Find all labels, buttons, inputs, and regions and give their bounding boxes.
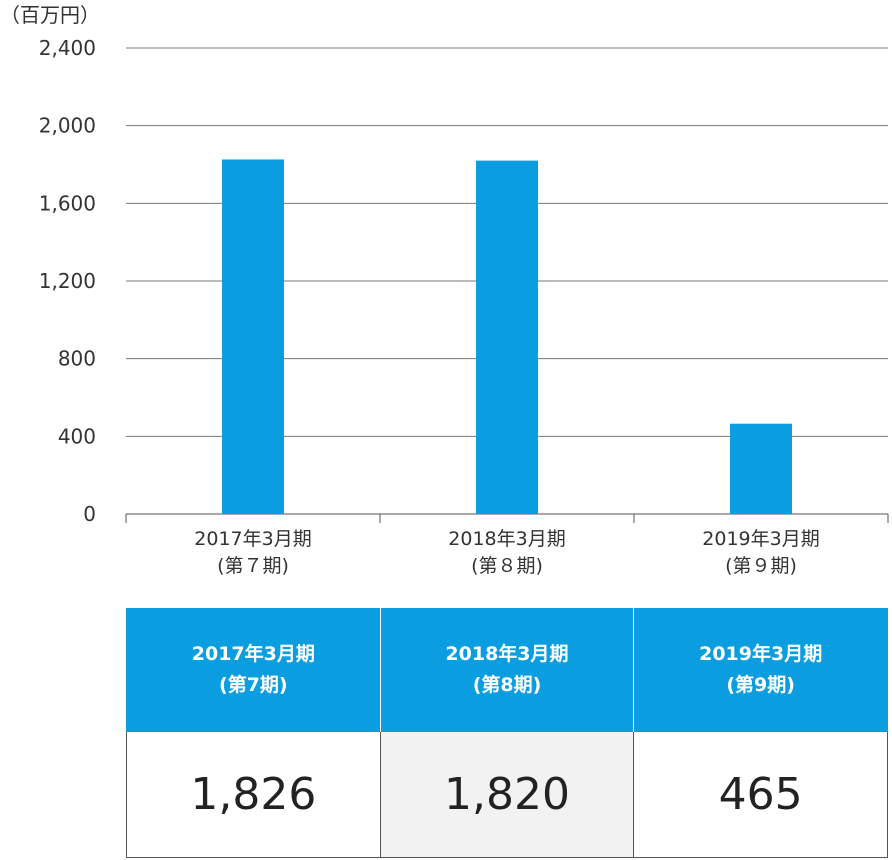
header-term-label: (第7期) — [219, 674, 288, 696]
header-term-label: (第9期) — [726, 674, 795, 696]
x-tick-label-sub: (第８期) — [471, 555, 543, 577]
header-period-label: 2019年3月期 — [699, 643, 823, 665]
header-period-label: 2018年3月期 — [445, 643, 569, 665]
bar-chart: （百万円） 0 400 800 1,200 1,600 2,000 2,400 2017年3月期… — [0, 3, 889, 577]
table-value-2017: 1,826 — [126, 732, 381, 858]
y-tick-label: 2,000 — [39, 114, 96, 138]
table-header-row: 2017年3月期 (第7期) 2018年3月期 (第8期) 2019年3月期 (… — [126, 608, 888, 732]
bar — [222, 159, 284, 514]
x-tick-label: 2019年3月期 — [702, 528, 819, 550]
header-term-label: (第8期) — [472, 674, 542, 696]
y-tick-label: 1,200 — [39, 269, 96, 293]
y-tick-label: 800 — [58, 347, 96, 371]
table-header-2019: 2019年3月期 (第9期) — [633, 608, 888, 732]
header-period-label: 2017年3月期 — [191, 643, 315, 665]
table-header-2018: 2018年3月期 (第8期) — [379, 608, 635, 732]
unit-label: （百万円） — [0, 3, 100, 27]
y-tick-label: 0 — [83, 502, 96, 526]
x-tick-label: 2017年3月期 — [194, 528, 311, 550]
bar — [476, 160, 538, 514]
y-tick-label: 400 — [58, 424, 96, 448]
table-header-2017: 2017年3月期 (第7期) — [126, 608, 381, 732]
table-value-2018: 1,820 — [379, 732, 635, 858]
bar — [730, 423, 792, 514]
table-value-2019: 465 — [633, 732, 888, 858]
y-tick-label: 1,600 — [39, 191, 96, 215]
table-value-row: 1,826 1,820 465 — [126, 732, 888, 858]
y-tick-label: 2,400 — [39, 36, 96, 60]
data-table: 2017年3月期 (第7期) 2018年3月期 (第8期) 2019年3月期 (… — [126, 608, 888, 858]
x-tick-label-sub: (第９期) — [725, 555, 797, 577]
x-tick-label: 2018年3月期 — [448, 528, 565, 550]
x-tick-label-sub: (第７期) — [217, 555, 289, 577]
